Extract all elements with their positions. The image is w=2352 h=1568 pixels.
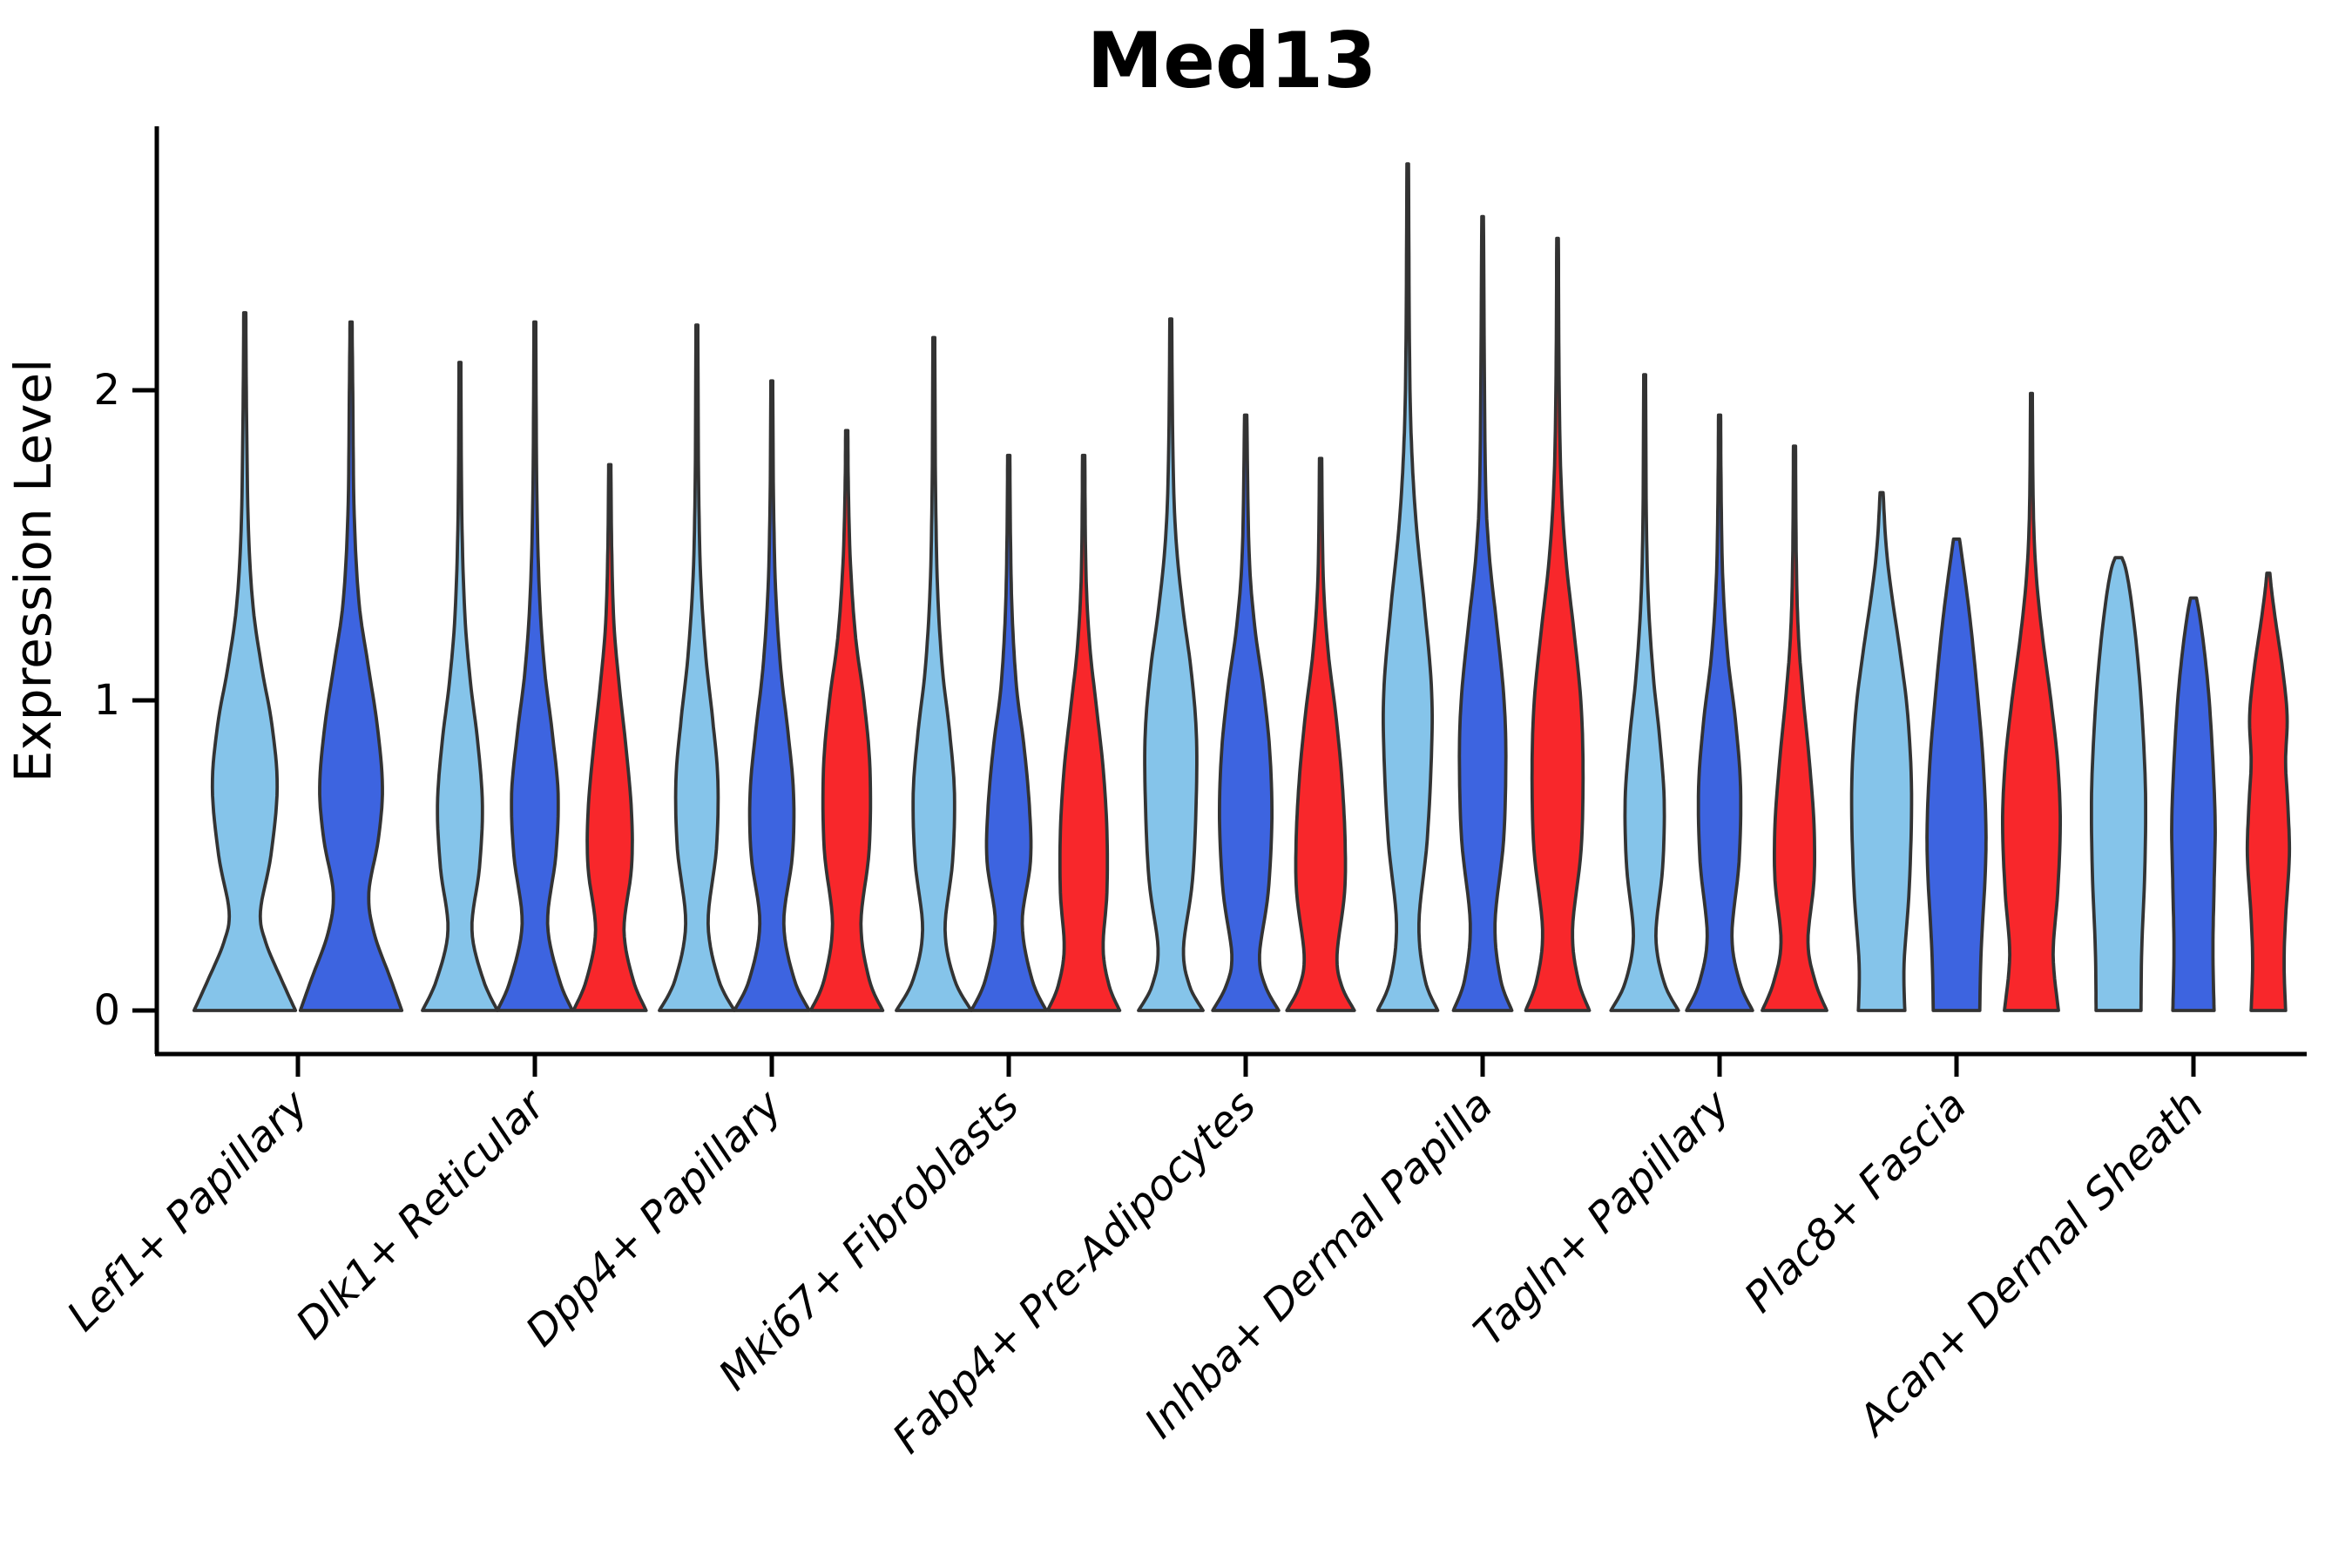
violin-acan-light-blue: [2090, 556, 2147, 1012]
violin-acan-red: [2245, 571, 2292, 1012]
violin-mki67-red: [1045, 453, 1122, 1012]
y-tick-label: 1: [93, 676, 120, 725]
chart-title: Med13: [1087, 16, 1377, 105]
violin-fabp4-dark-blue: [1211, 413, 1281, 1012]
violin-mki67-light-blue: [895, 335, 973, 1012]
y-tick-label: 2: [93, 366, 120, 415]
violin-dpp4-dark-blue: [733, 379, 811, 1012]
violin-inhba-light-blue: [1375, 162, 1440, 1012]
x-tick-label: Dlk1+ Reticular: [287, 1079, 557, 1349]
violin-dlk1-dark-blue: [496, 320, 574, 1012]
violin-dpp4-red: [808, 429, 885, 1012]
x-tick-label: Tagln+ Papillary: [1464, 1080, 1740, 1355]
violin-dlk1-light-blue: [421, 361, 499, 1012]
violin-plac8-dark-blue: [1925, 537, 1988, 1012]
violin-inhba-dark-blue: [1451, 214, 1514, 1012]
violin-acan-dark-blue: [2170, 596, 2217, 1012]
x-tick-label: Lef1+ Papillary: [57, 1080, 318, 1341]
violins-layer: [192, 162, 2292, 1012]
violin-lef1-light-blue: [192, 311, 298, 1012]
violin-tagln-light-blue: [1609, 373, 1680, 1012]
axes: [154, 126, 2307, 1057]
violin-lef1-dark-blue: [298, 320, 404, 1012]
violin-plac8-light-blue: [1849, 490, 1914, 1012]
y-tick-labels: 0 1 2: [93, 366, 157, 1035]
x-tick-label: Plac8+ Fascia: [1735, 1081, 1977, 1322]
violin-tagln-red: [1761, 444, 1828, 1012]
violin-mki67-dark-blue: [970, 453, 1048, 1012]
violin-fabp4-red: [1285, 456, 1356, 1012]
violin-inhba-red: [1524, 236, 1592, 1012]
y-tick-label: 0: [93, 986, 120, 1035]
x-tick-label: Dpp4+ Papillary: [517, 1080, 792, 1355]
violin-tagln-dark-blue: [1685, 413, 1754, 1012]
y-axis-label: Expression Level: [3, 359, 63, 782]
violin-plac8-red: [2001, 391, 2062, 1012]
violin-dpp4-light-blue: [658, 323, 736, 1012]
violin-fabp4-light-blue: [1137, 317, 1205, 1012]
violin-dlk1-red: [571, 463, 648, 1012]
